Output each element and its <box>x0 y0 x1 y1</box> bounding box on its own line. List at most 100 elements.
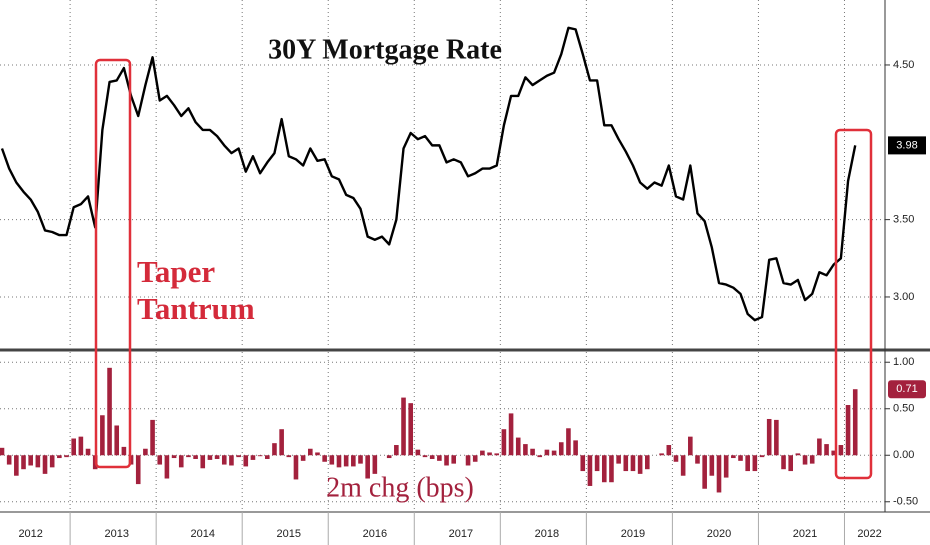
bar <box>573 440 578 456</box>
bar <box>666 445 672 456</box>
y-tick-label: -0.50 <box>893 496 918 508</box>
bar <box>0 447 5 456</box>
y-tick-label: 3.00 <box>893 291 914 303</box>
x-tick-label: 2019 <box>621 528 645 540</box>
bar <box>293 455 299 480</box>
bar <box>688 436 693 456</box>
highlight-box <box>834 128 873 480</box>
bar <box>566 428 571 456</box>
bar <box>14 455 19 476</box>
bar <box>422 455 428 458</box>
bar <box>322 455 327 462</box>
bar <box>587 455 593 486</box>
bar <box>300 455 306 461</box>
bar <box>480 450 485 456</box>
bar <box>207 455 213 460</box>
bar <box>558 442 564 456</box>
bar <box>702 455 707 489</box>
bar <box>759 455 765 458</box>
bar <box>444 455 449 466</box>
bar <box>272 443 277 456</box>
bar <box>731 455 736 459</box>
bar <box>494 453 500 456</box>
bar <box>845 405 851 456</box>
bar <box>150 419 155 456</box>
bar <box>623 455 629 472</box>
bar <box>42 455 48 474</box>
bar <box>193 455 198 459</box>
x-tick-label: 2022 <box>857 528 881 540</box>
bar <box>221 455 227 465</box>
bar <box>408 403 413 456</box>
bar <box>21 455 26 470</box>
bar <box>200 455 206 469</box>
bar <box>343 455 349 467</box>
bar <box>236 455 241 458</box>
x-tick-label: 2016 <box>363 528 387 540</box>
bar <box>630 455 636 472</box>
bar <box>616 455 621 464</box>
bar <box>766 418 772 456</box>
bar <box>530 448 535 456</box>
bar <box>114 425 120 456</box>
bar <box>57 455 62 459</box>
bar <box>121 446 127 456</box>
bar <box>831 450 837 456</box>
value-badge <box>888 380 926 399</box>
x-tick-label: 2014 <box>191 528 215 540</box>
bar <box>472 455 478 462</box>
bar <box>695 455 700 464</box>
bar <box>752 455 758 472</box>
bar <box>164 455 170 479</box>
x-tick-label: 2021 <box>793 528 817 540</box>
bar <box>508 413 514 456</box>
y-tick-label: 0.50 <box>893 403 914 415</box>
bar <box>315 452 320 456</box>
bar <box>645 455 650 470</box>
bar <box>257 455 263 457</box>
bar <box>78 436 84 456</box>
x-tick-label: 2012 <box>18 528 42 540</box>
bar <box>171 455 177 459</box>
x-tick-label: 2020 <box>707 528 731 540</box>
bar <box>788 455 793 472</box>
bar <box>465 455 471 466</box>
bar <box>709 455 715 476</box>
x-tick-label: 2017 <box>449 528 473 540</box>
bar <box>286 455 292 458</box>
bar <box>594 455 600 472</box>
bar <box>809 455 815 464</box>
bar <box>680 455 686 476</box>
bar <box>351 455 356 467</box>
bar <box>824 444 829 456</box>
bar <box>85 448 91 456</box>
bar <box>451 455 457 464</box>
bar <box>186 455 191 458</box>
bar <box>501 429 507 456</box>
annotation: Tantrum <box>137 291 255 326</box>
bar <box>336 455 342 468</box>
bar <box>673 455 679 462</box>
bar <box>537 455 543 458</box>
bar <box>523 444 528 456</box>
bar <box>35 455 41 468</box>
bar <box>64 455 69 458</box>
bar <box>551 450 557 456</box>
bar <box>107 367 112 456</box>
bar <box>157 455 163 465</box>
bar <box>386 455 392 459</box>
bar <box>515 437 521 456</box>
bar <box>802 455 808 465</box>
bar <box>250 455 256 460</box>
bar <box>100 415 105 456</box>
bar <box>852 389 858 456</box>
bar <box>795 453 801 456</box>
bar <box>178 455 184 468</box>
bar <box>308 448 313 456</box>
value-label: 3.98 <box>896 139 917 151</box>
bar <box>358 455 363 464</box>
bar <box>6 455 12 465</box>
bar <box>437 455 442 461</box>
